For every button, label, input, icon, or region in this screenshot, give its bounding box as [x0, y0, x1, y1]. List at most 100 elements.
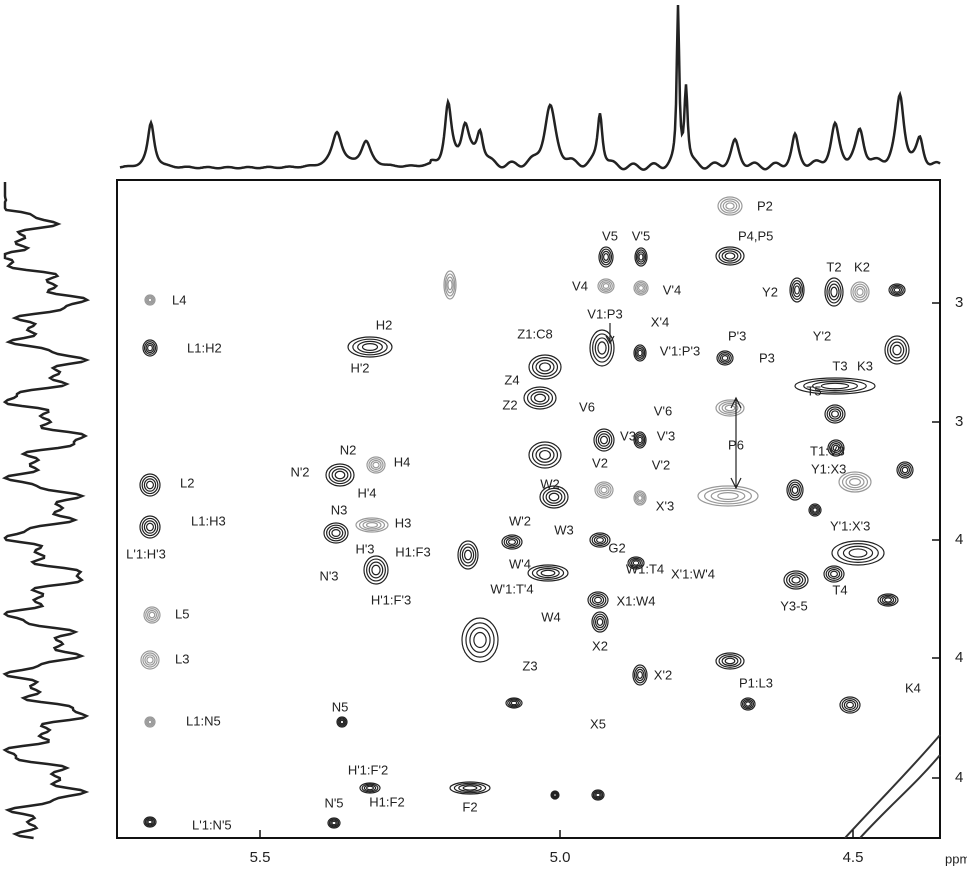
peak-label: V3 — [620, 428, 636, 443]
contour — [638, 496, 642, 501]
contour — [592, 612, 608, 632]
peak-label: H'1:F'3 — [371, 592, 411, 607]
contour — [324, 523, 348, 543]
contour — [847, 702, 854, 707]
contour — [893, 345, 901, 355]
peak-label: H'1:F'2 — [348, 762, 388, 777]
contour — [821, 383, 848, 388]
peak-label: L1:H3 — [191, 513, 226, 528]
x-tick-label: 5.0 — [550, 849, 571, 866]
contour — [540, 451, 551, 460]
contour — [597, 538, 604, 543]
contour — [718, 197, 742, 215]
contour — [144, 607, 160, 623]
contour — [725, 658, 735, 663]
contour — [549, 493, 559, 500]
peak-label: Y2 — [762, 284, 778, 299]
contour — [458, 541, 478, 569]
contour — [147, 481, 154, 488]
peak-label: T1:V3 — [810, 443, 845, 458]
y-tick-label: 4 — [955, 531, 963, 548]
diagonal — [845, 735, 940, 838]
contour — [536, 360, 554, 373]
peak-label: N2 — [340, 442, 357, 457]
y-tick-label: 4 — [955, 769, 963, 786]
contour — [588, 592, 608, 608]
contour — [141, 651, 159, 669]
contour — [722, 356, 727, 361]
contour — [448, 280, 452, 290]
contour — [902, 467, 907, 472]
contour — [885, 598, 892, 602]
contour — [554, 794, 557, 797]
contour — [726, 203, 734, 209]
contours — [140, 197, 940, 838]
contour — [367, 457, 385, 473]
contour — [718, 493, 738, 500]
peak-label: G2 — [608, 540, 625, 555]
contour — [831, 287, 837, 297]
page: 5.55.04.5ppm33444P2V5V'5P4,P5V4V'4L4Y2T2… — [0, 0, 967, 870]
contour — [897, 462, 913, 478]
contour — [147, 523, 154, 530]
peak-label: W2 — [540, 476, 560, 491]
peak-label: Z4 — [504, 372, 519, 387]
contour — [851, 282, 869, 302]
peak-label: H2 — [376, 317, 393, 332]
peak-label: V4 — [572, 278, 588, 293]
peak-label: X'4 — [651, 314, 669, 329]
peak-label: Y1:X3 — [811, 461, 846, 476]
peak-label: Z1:C8 — [517, 326, 552, 341]
contour — [849, 549, 867, 557]
contour — [850, 479, 861, 486]
y-tick-label: 4 — [955, 649, 963, 666]
peak-label: L3 — [175, 651, 189, 666]
peak-label: Y'1:X'3 — [830, 518, 870, 533]
contour — [529, 355, 561, 379]
contour — [598, 342, 606, 354]
peak-label: T4 — [832, 582, 847, 597]
contour — [894, 288, 899, 292]
contour — [529, 442, 561, 468]
peak-label: L'1:H'3 — [126, 546, 166, 561]
contour — [825, 278, 843, 306]
contour — [639, 254, 643, 260]
peak-label: L5 — [175, 606, 189, 621]
contour — [885, 336, 909, 364]
contour — [373, 462, 379, 467]
peak-label: X'3 — [656, 498, 674, 513]
contour — [149, 612, 154, 617]
contour — [784, 571, 808, 589]
top-projection — [120, 5, 940, 170]
contour — [140, 516, 160, 538]
peak-label: P1:L3 — [739, 675, 773, 690]
peak-label: Y3-5 — [780, 598, 807, 613]
contour — [603, 284, 608, 289]
peak-label: N5 — [332, 699, 349, 714]
contour — [148, 345, 153, 350]
peak-label: X5 — [590, 716, 606, 731]
contour — [890, 342, 903, 358]
peak-label: Y'2 — [813, 328, 831, 343]
contour — [541, 570, 555, 575]
peak-label: N'3 — [319, 568, 338, 583]
contour — [474, 633, 486, 648]
contour — [470, 628, 490, 653]
contour — [831, 571, 838, 576]
peak-label: W'1:T'4 — [490, 581, 533, 596]
contour — [367, 786, 374, 789]
contour — [746, 702, 751, 706]
contour — [604, 254, 609, 261]
contour — [367, 523, 378, 528]
peak-label: T5 — [806, 383, 821, 398]
contour — [536, 448, 554, 463]
contour — [332, 530, 340, 537]
contour — [792, 577, 800, 583]
peak-label: V1:P3 — [587, 306, 622, 321]
peak-label: F2 — [462, 799, 477, 814]
contour — [335, 471, 345, 478]
y-tick-label: 3 — [955, 413, 963, 430]
contour — [594, 429, 614, 451]
y-tick-label: 3 — [955, 294, 963, 311]
contour — [698, 486, 758, 506]
